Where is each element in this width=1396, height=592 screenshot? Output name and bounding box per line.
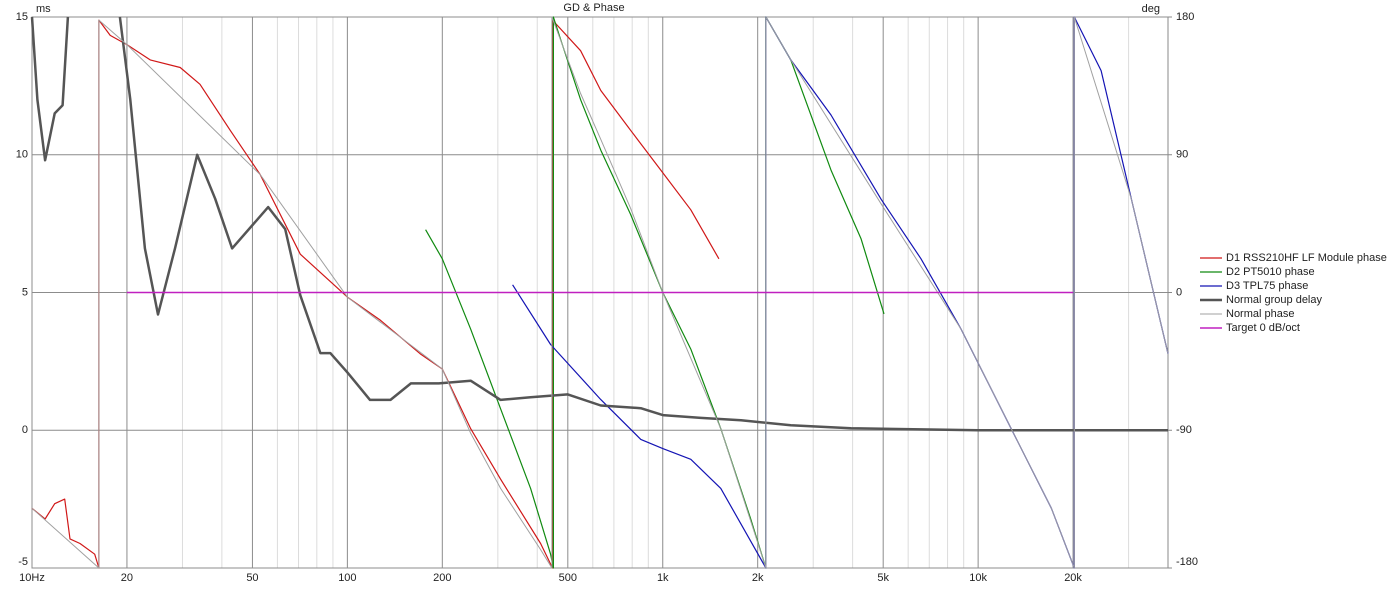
series-line (31, 16, 1169, 569)
x-tick-label: 2k (752, 572, 764, 584)
y-tick-label: 10 (16, 149, 28, 161)
y2-tick-label: -90 (1176, 424, 1192, 436)
x-tick-label: 20 (121, 572, 133, 584)
y2-tick-label: 90 (1176, 149, 1188, 161)
y2-axis-label: deg (1142, 3, 1160, 15)
x-tick-label: 1k (657, 572, 669, 584)
series-line (30, 16, 1168, 432)
y-tick-label: 0 (22, 424, 28, 436)
x-tick-label: 50 (246, 572, 258, 584)
y-tick-label: 5 (22, 286, 28, 298)
y-tick-label: -5 (18, 556, 28, 568)
y2-tick-label: -180 (1176, 556, 1198, 568)
x-tick-label: 20k (1064, 572, 1082, 584)
x-tick-label: 10k (969, 572, 987, 584)
legend-label: Normal phase (1226, 308, 1294, 320)
legend-label: D1 RSS210HF LF Module phase (1226, 252, 1387, 264)
x-tick-label: 500 (559, 572, 577, 584)
y-axis-label: ms (36, 3, 51, 15)
chart-title: GD & Phase (563, 2, 624, 14)
y2-tick-label: 180 (1176, 11, 1194, 23)
legend-label: D2 PT5010 phase (1226, 266, 1315, 278)
x-tick-label: 5k (877, 572, 889, 584)
series-line (31, 19, 720, 569)
x-tick-label: 10Hz (19, 572, 45, 584)
x-tick-label: 200 (433, 572, 451, 584)
legend-label: D3 TPL75 phase (1226, 280, 1308, 292)
legend-label: Normal group delay (1226, 294, 1322, 306)
legend-label: Target 0 dB/oct (1226, 322, 1300, 334)
x-tick-label: 100 (338, 572, 356, 584)
y-tick-label: 15 (16, 11, 28, 23)
y2-tick-label: 0 (1176, 286, 1182, 298)
